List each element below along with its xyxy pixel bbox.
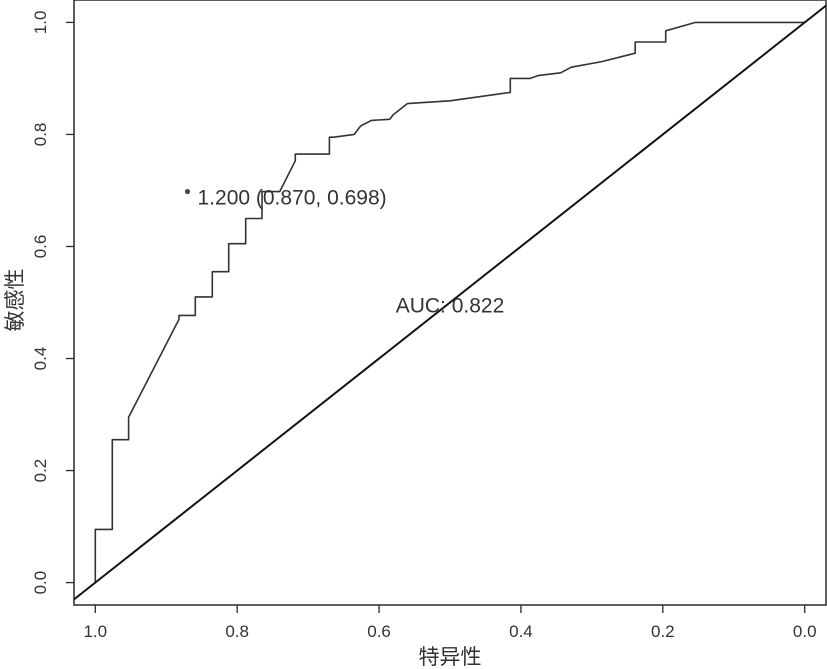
y-tick-label: 1.0 <box>31 11 50 35</box>
x-axis-title: 特异性 <box>419 645 482 669</box>
y-tick-label: 0.8 <box>31 123 50 147</box>
x-tick-label: 0.4 <box>509 622 533 641</box>
plot-frame <box>73 0 827 606</box>
y-axis-title: 敏感性 <box>3 269 27 332</box>
roc-curve-line <box>94 21 805 583</box>
x-tick-label: 1.0 <box>83 622 107 641</box>
best-threshold-point <box>184 188 191 195</box>
x-tick-label: 0.8 <box>225 622 249 641</box>
y-tick-label: 0.0 <box>31 571 50 595</box>
auc-label: AUC: 0.822 <box>396 294 505 317</box>
x-tick-label: 0.0 <box>793 622 817 641</box>
series-layer <box>73 4 827 601</box>
y-tick-label: 0.4 <box>31 347 50 371</box>
y-axis: 0.0 0.2 0.4 0.6 0.8 1.0 <box>31 11 74 595</box>
x-axis: 1.0 0.8 0.6 0.4 0.2 0.0 <box>83 605 817 641</box>
best-threshold-label: 1.200 (0.870, 0.698) <box>198 187 387 210</box>
y-tick-label: 0.6 <box>31 235 50 259</box>
x-tick-label: 0.6 <box>367 622 391 641</box>
x-tick-label: 0.2 <box>651 622 675 641</box>
reference-diagonal-line <box>73 4 827 601</box>
y-tick-label: 0.2 <box>31 459 50 483</box>
